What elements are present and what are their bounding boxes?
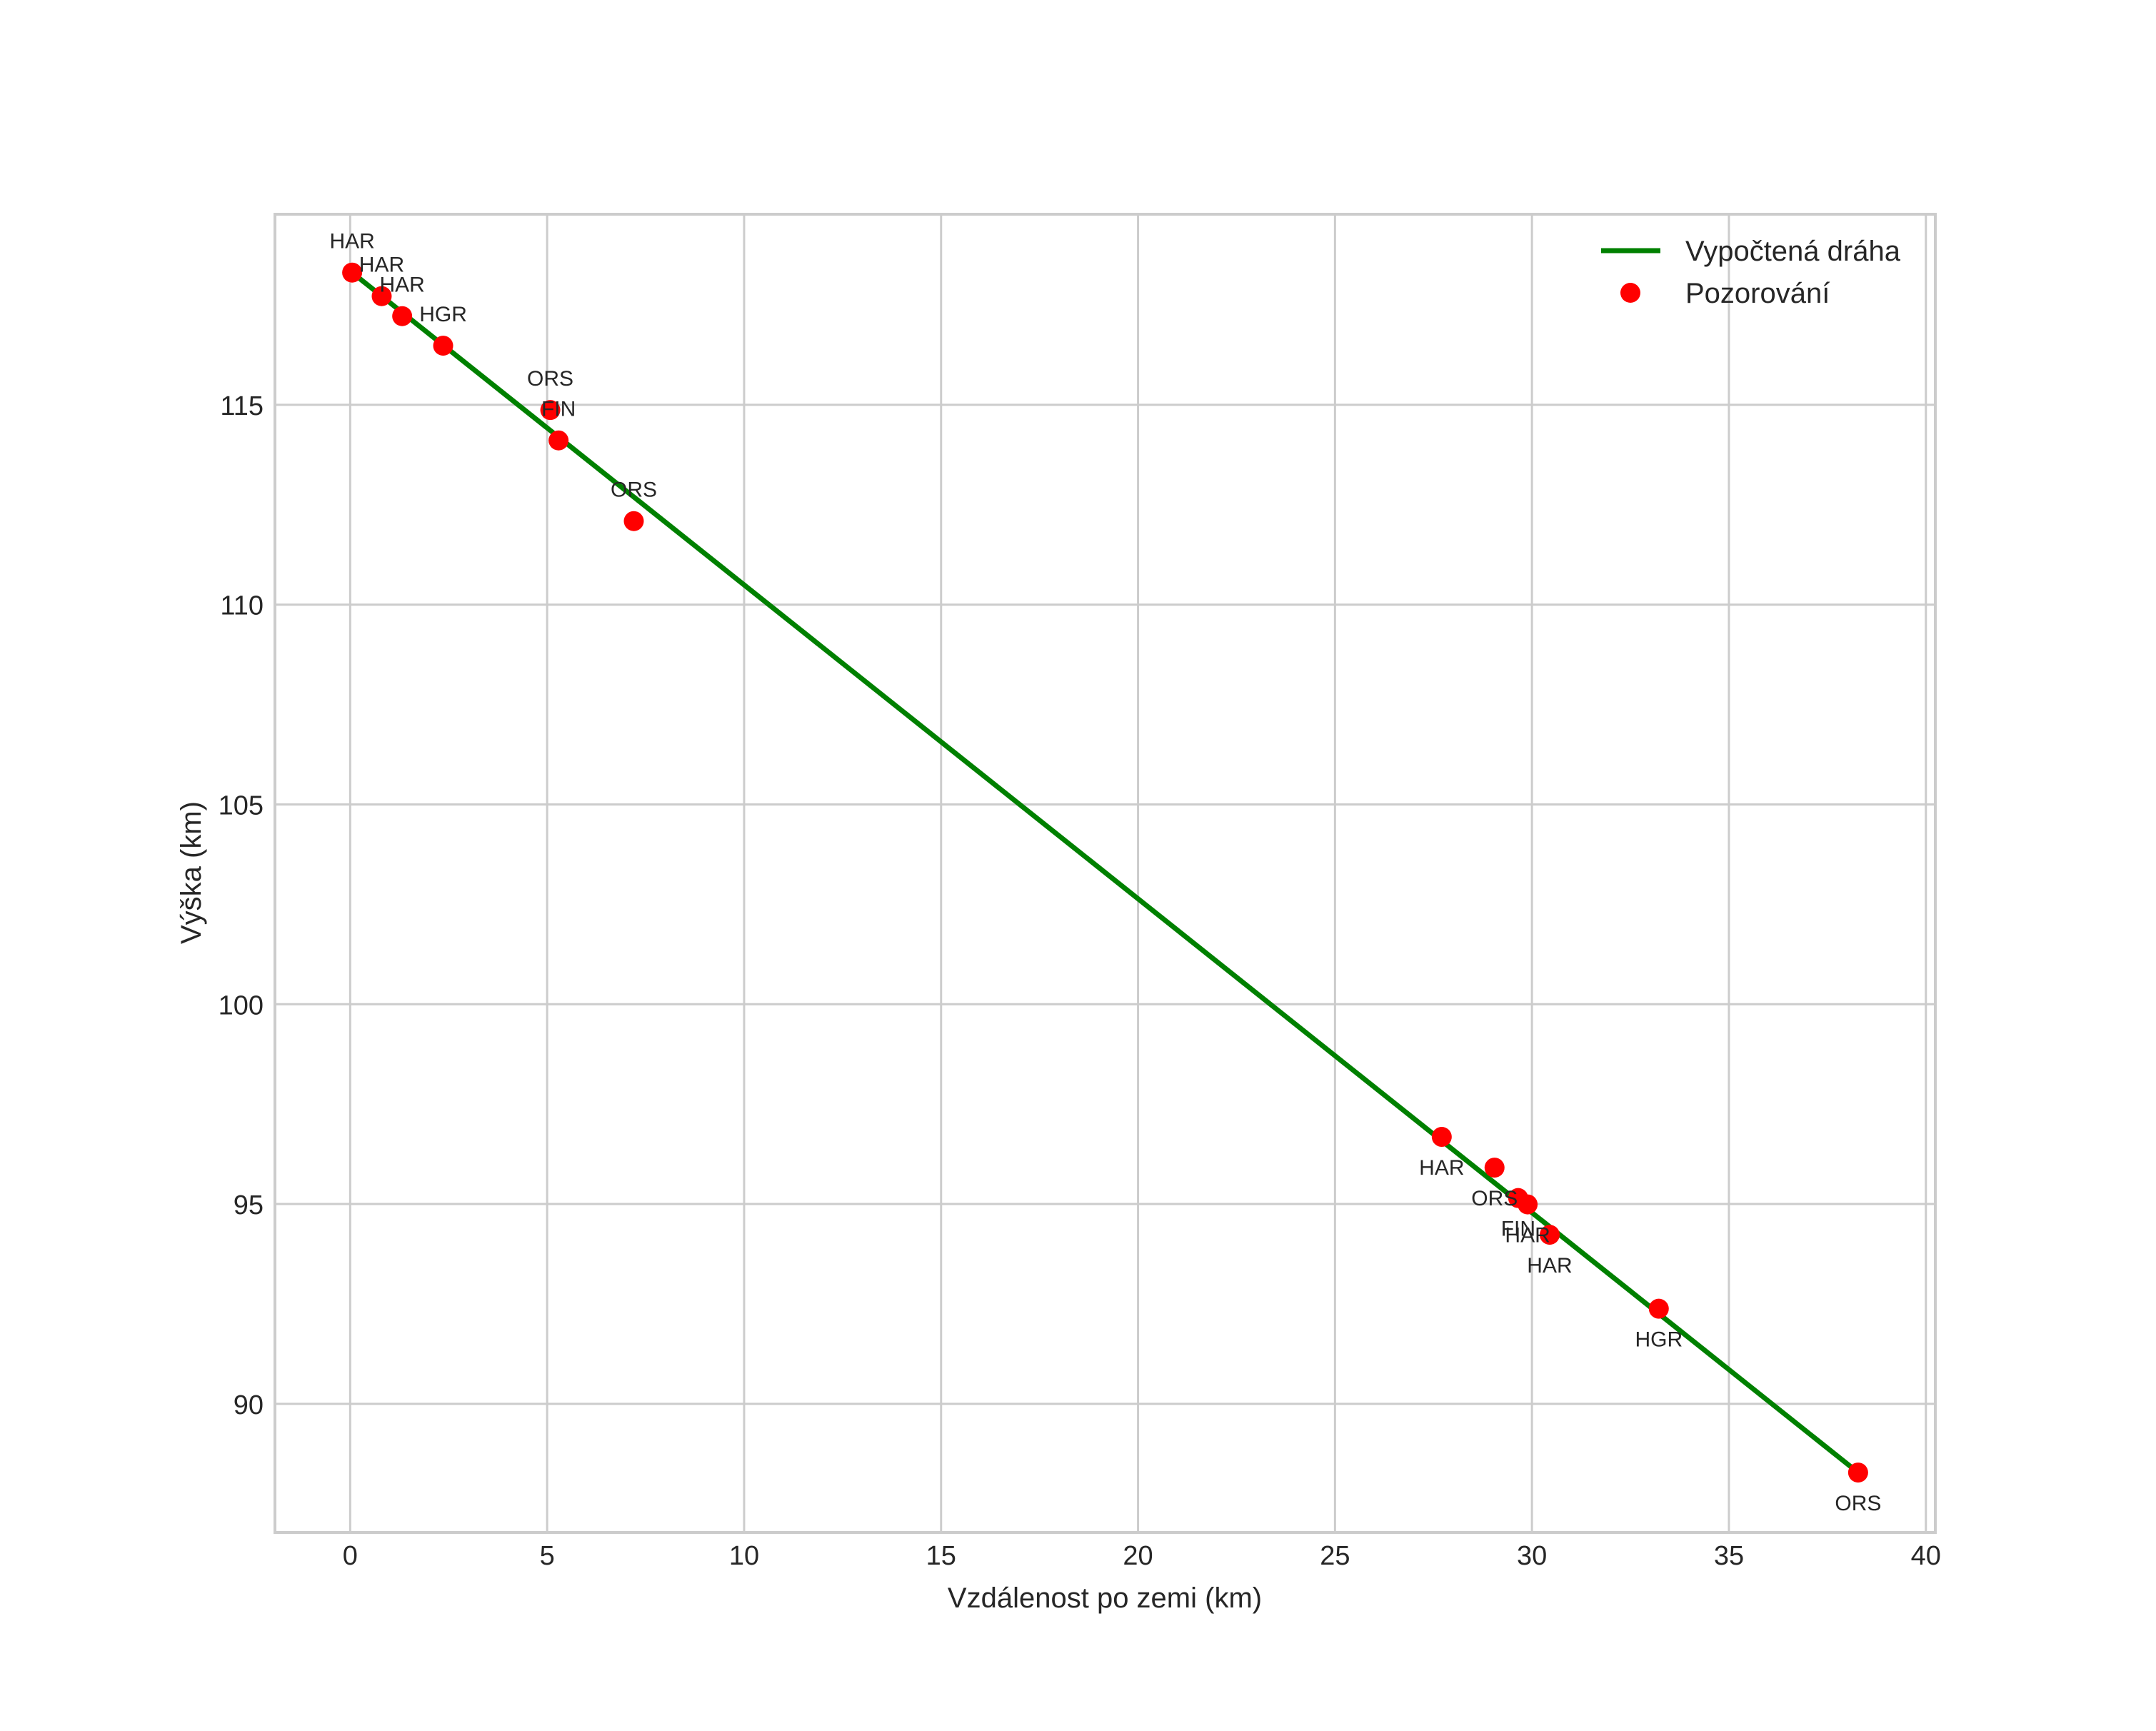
x-tick-label: 15 — [926, 1541, 956, 1571]
y-tick-label: 105 — [219, 791, 264, 821]
observation-point — [342, 262, 363, 283]
y-tick-label: 90 — [234, 1390, 264, 1420]
legend-dot-icon — [1620, 283, 1640, 303]
observation-point — [1648, 1298, 1669, 1319]
observation-point — [1518, 1194, 1538, 1215]
x-axis-label: Vzdálenost po zemi (km) — [948, 1582, 1262, 1614]
y-axis-label: Výška (km) — [176, 801, 207, 944]
computed-trajectory-line — [350, 270, 1860, 1475]
station-label: HAR — [359, 254, 404, 277]
x-tick-label: 20 — [1123, 1541, 1153, 1571]
station-label: FIN — [1501, 1218, 1535, 1241]
x-tick-label: 30 — [1517, 1541, 1547, 1571]
station-label: ORS — [611, 478, 657, 502]
station-label: ORS — [1471, 1187, 1518, 1210]
observation-points: HARHARHARHGRORSFINORSHARORSFINHARHARHGRO… — [329, 230, 1881, 1515]
x-tick-label: 25 — [1320, 1541, 1350, 1571]
station-label: ORS — [527, 367, 573, 391]
station-label: HGR — [419, 303, 467, 326]
observation-point — [1484, 1158, 1505, 1178]
x-axis-tick-labels: 0 5 10 15 20 25 30 35 40 — [343, 1541, 1941, 1571]
station-label: HAR — [1419, 1156, 1464, 1180]
y-axis-tick-labels: 90 95 100 105 110 115 — [219, 391, 264, 1420]
x-tick-label: 0 — [343, 1541, 358, 1571]
observation-point — [1539, 1225, 1560, 1245]
legend-label-observations: Pozorování — [1685, 278, 1830, 309]
y-tick-label: 110 — [220, 591, 264, 621]
observation-point — [548, 430, 569, 451]
observation-point — [1847, 1462, 1868, 1483]
station-label: FIN — [541, 398, 576, 421]
grid-lines — [275, 214, 1935, 1532]
observation-point — [392, 306, 413, 326]
station-label: HAR — [1505, 1224, 1550, 1248]
station-label: HAR — [1527, 1254, 1572, 1278]
station-label: ORS — [1835, 1492, 1881, 1515]
station-label: HAR — [379, 274, 424, 297]
legend-label-trajectory: Vypočtená dráha — [1685, 236, 1901, 267]
y-tick-label: 95 — [234, 1190, 264, 1220]
x-tick-label: 40 — [1911, 1541, 1941, 1571]
station-label: HAR — [329, 230, 374, 254]
y-tick-label: 100 — [219, 990, 264, 1020]
observation-point — [433, 336, 453, 356]
legend: Vypočtená dráha Pozorování — [1601, 236, 1901, 309]
observation-point — [623, 511, 644, 531]
x-tick-label: 35 — [1714, 1541, 1744, 1571]
plot-area-border — [274, 213, 1937, 1534]
trajectory-line — [350, 270, 1860, 1475]
observation-point — [371, 286, 392, 306]
observation-point — [1431, 1127, 1452, 1148]
x-tick-label: 10 — [729, 1541, 759, 1571]
x-tick-label: 5 — [540, 1541, 555, 1571]
y-tick-label: 115 — [220, 391, 264, 421]
observation-point — [540, 400, 561, 421]
station-label: HGR — [1635, 1328, 1683, 1352]
